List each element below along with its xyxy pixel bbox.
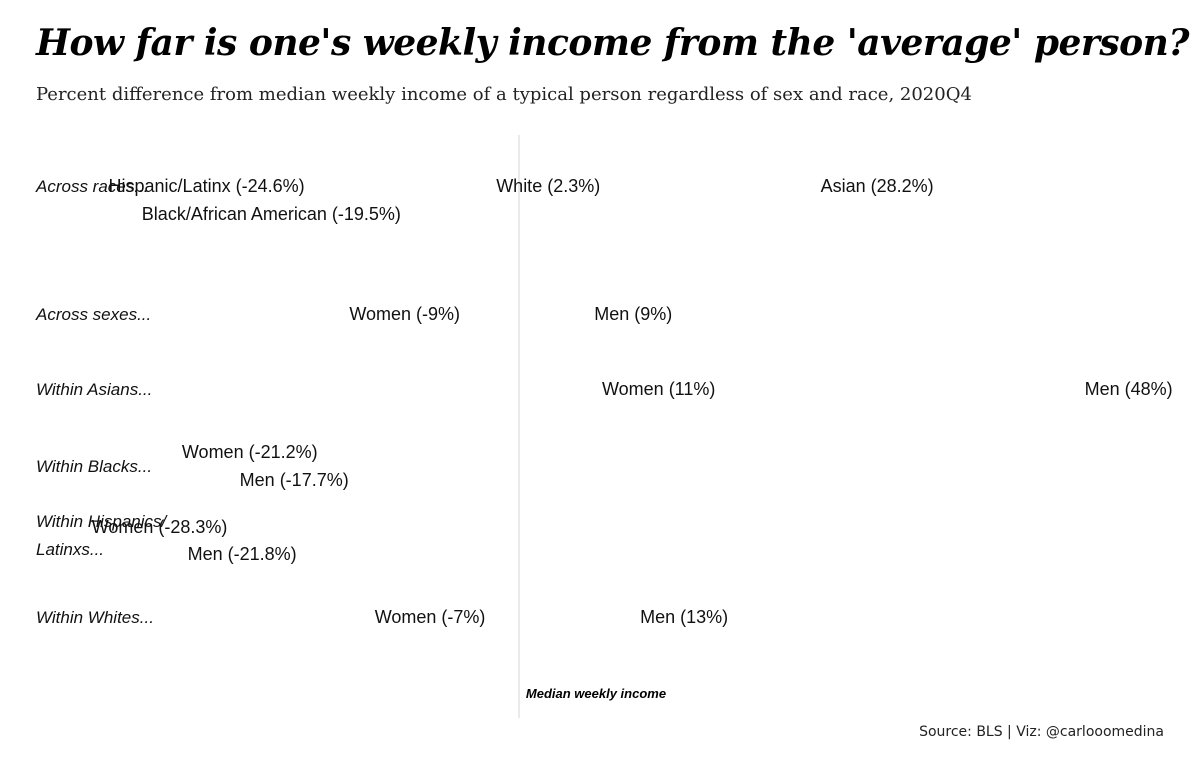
- data-point-label: Men (13%): [640, 607, 728, 627]
- data-point-label: Men (-21.8%): [188, 544, 297, 564]
- group-label: Across races...: [35, 177, 148, 196]
- data-point-label: Hispanic/Latinx (-24.6%): [109, 176, 305, 196]
- data-point-label: Women (-28.3%): [92, 517, 228, 537]
- chart-groups: Across races...Hispanic/Latinx (-24.6%) B…: [35, 176, 1173, 627]
- group-label: Within Whites...: [36, 608, 154, 627]
- data-point-label: Women (-7%): [375, 607, 486, 627]
- data-point-label: Asian (28.2%): [821, 176, 934, 196]
- data-point-label: Men (48%): [1085, 379, 1173, 399]
- data-point-label: Black/African American (-19.5%): [142, 204, 401, 224]
- group-label: Within Blacks...: [36, 457, 152, 476]
- group-label: Within Asians...: [36, 380, 152, 399]
- chart-subtitle: Percent difference from median weekly in…: [36, 84, 972, 105]
- data-point-label: Women (-9%): [349, 304, 460, 324]
- median-reference-label: Median weekly income: [526, 686, 666, 701]
- group-label: Across sexes...: [35, 305, 151, 324]
- data-point-label: Men (-17.7%): [240, 470, 349, 490]
- data-point-label: Women (11%): [602, 379, 715, 399]
- data-point-label: White (2.3%): [496, 176, 600, 196]
- data-point-label: Men (9%): [594, 304, 672, 324]
- group-label: Within Hispanics/Latinxs...: [36, 512, 168, 559]
- data-point-label: Women (-21.2%): [182, 442, 318, 462]
- chart-title: How far is one's weekly income from the …: [36, 22, 1189, 64]
- source-credit: Source: BLS | Viz: @carlooomedina: [919, 724, 1164, 740]
